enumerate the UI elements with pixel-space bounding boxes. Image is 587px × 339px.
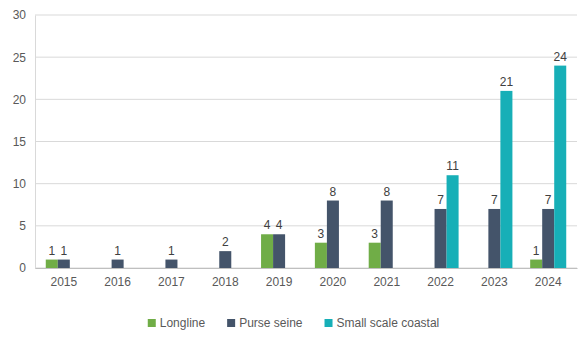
data-label: 8 [383, 185, 390, 199]
data-label: 11 [446, 159, 459, 173]
x-tick-label: 2024 [535, 275, 562, 289]
data-label: 4 [264, 218, 271, 232]
x-tick: 2021 [373, 268, 400, 289]
bar [58, 260, 70, 268]
bar [369, 243, 381, 268]
bars [46, 66, 566, 268]
bar [273, 234, 285, 268]
legend-swatch [325, 319, 333, 327]
series [46, 234, 542, 268]
legend-item: Small scale coastal [325, 316, 440, 330]
bar [554, 66, 566, 268]
y-tick-label: 30 [13, 8, 27, 22]
data-label: 2 [222, 235, 229, 249]
grid [35, 15, 577, 268]
data-label: 4 [276, 218, 283, 232]
data-label: 24 [554, 50, 568, 64]
grid-line [35, 15, 577, 16]
data-label: 1 [114, 244, 121, 258]
bar [327, 201, 339, 268]
grid-line [35, 57, 577, 58]
data-label: 7 [545, 193, 552, 207]
bar [447, 175, 459, 268]
legend-label: Small scale coastal [337, 316, 440, 330]
grid-line [35, 141, 577, 142]
bar [46, 260, 58, 268]
grid-line [35, 99, 577, 100]
y-tick-label: 0 [19, 261, 26, 275]
bar [435, 209, 447, 268]
y-axis: 0 5 10 15 20 25 30 [13, 8, 36, 275]
legend: Longline Purse seine Small scale coastal [148, 316, 439, 330]
bar [381, 201, 393, 268]
legend-swatch [148, 319, 156, 327]
y-tick-label: 15 [13, 135, 27, 149]
data-label: 1 [168, 244, 175, 258]
bar [315, 243, 327, 268]
series [447, 66, 567, 268]
x-tick: 2017 [158, 268, 185, 289]
data-label: 3 [371, 227, 378, 241]
x-tick-label: 2016 [104, 275, 131, 289]
chart: 0510152025301433111124887771121242015201… [0, 0, 587, 339]
data-label: 3 [318, 227, 325, 241]
series [58, 201, 554, 268]
legend-label: Purse seine [239, 316, 303, 330]
bar [530, 260, 542, 268]
x-tick: 2023 [481, 268, 508, 289]
x-tick-label: 2021 [373, 275, 400, 289]
y-tick-label: 10 [13, 177, 27, 191]
bar [165, 260, 177, 268]
data-label: 7 [491, 193, 498, 207]
y-tick: 20 [13, 93, 35, 107]
data-label: 1 [60, 244, 67, 258]
legend-label: Longline [160, 316, 206, 330]
x-axis-line [36, 268, 578, 269]
x-axis: 2015 2016 2017 2018 2019 2020 2021 2022 2023 2024 [36, 268, 578, 289]
data-label: 1 [48, 244, 55, 258]
plot: 0510152025301433111124887771121242015201… [13, 8, 578, 288]
x-tick: 2022 [427, 268, 454, 289]
y-tick-label: 25 [13, 51, 27, 65]
data-labels: 143311112488777112124 [48, 50, 567, 258]
y-tick: 0 [19, 261, 35, 275]
x-tick: 2016 [104, 268, 131, 289]
x-tick-label: 2022 [427, 275, 454, 289]
data-label: 1 [533, 244, 540, 258]
data-label: 21 [500, 75, 514, 89]
bar [261, 234, 273, 268]
x-tick-label: 2023 [481, 275, 508, 289]
legend-item: Purse seine [227, 316, 303, 330]
bar [112, 260, 124, 268]
y-tick: 15 [13, 135, 35, 149]
x-tick-label: 2018 [212, 275, 239, 289]
y-tick: 10 [13, 177, 35, 191]
y-tick: 5 [19, 219, 35, 233]
bar [542, 209, 554, 268]
x-tick-label: 2017 [158, 275, 185, 289]
y-axis-line [35, 16, 36, 269]
x-tick-label: 2015 [50, 275, 77, 289]
x-tick: 2024 [535, 268, 562, 289]
x-tick-label: 2020 [320, 275, 347, 289]
data-label: 8 [330, 185, 337, 199]
grid-line [35, 183, 577, 184]
data-label: 7 [437, 193, 444, 207]
legend-item: Longline [148, 316, 206, 330]
y-tick: 25 [13, 51, 35, 65]
x-tick-label: 2019 [266, 275, 293, 289]
bar [219, 251, 231, 268]
x-tick: 2018 [212, 268, 239, 289]
bar [500, 91, 512, 268]
y-tick: 30 [13, 8, 35, 22]
legend-swatch [227, 319, 235, 327]
x-tick: 2019 [266, 268, 293, 289]
y-tick-label: 20 [13, 93, 27, 107]
y-tick-label: 5 [19, 219, 26, 233]
bar [488, 209, 500, 268]
x-tick: 2020 [320, 268, 347, 289]
x-tick: 2015 [50, 268, 77, 289]
